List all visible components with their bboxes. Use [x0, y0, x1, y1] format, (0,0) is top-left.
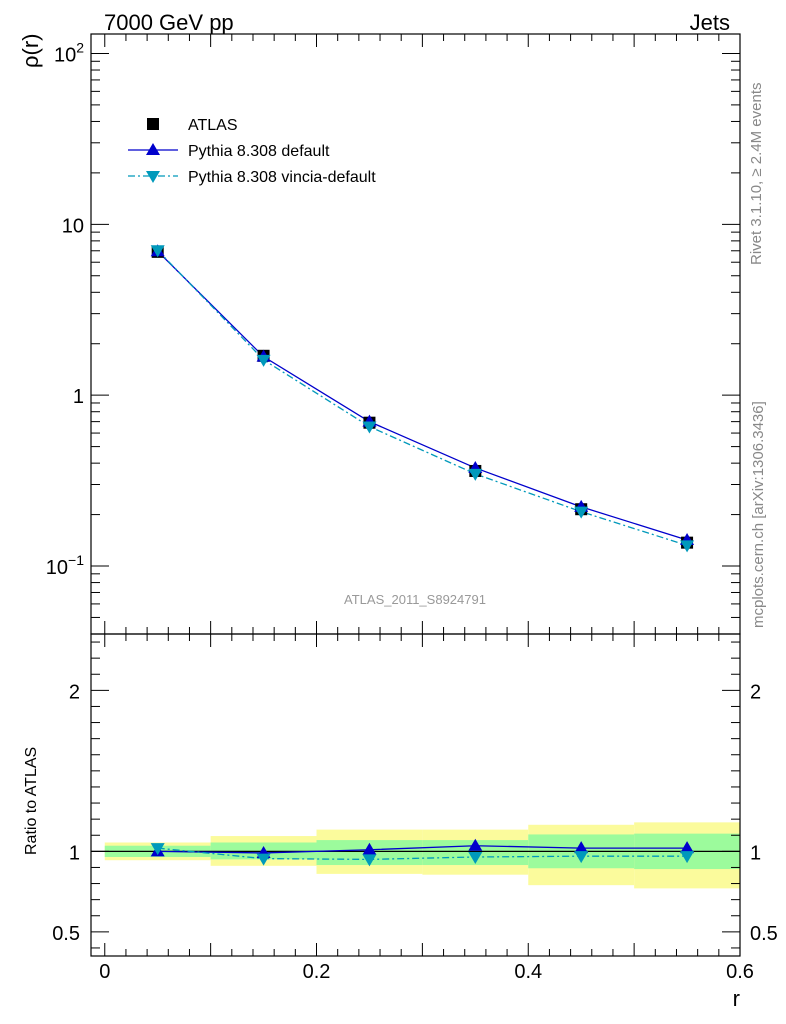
legend-marker	[147, 118, 159, 130]
rivet-version-label: Rivet 3.1.10, ≥ 2.4M events	[748, 83, 765, 266]
ratio-y-tick-label: 2	[69, 681, 80, 703]
x-tick-label: 0	[99, 961, 110, 983]
main-y-tick-label: 10	[62, 215, 84, 237]
analysis-watermark: ATLAS_2011_S8924791	[344, 592, 486, 607]
series-lines	[157, 249, 688, 861]
ratio-y-tick-label-right: 2	[750, 681, 761, 703]
ratio-data-point	[150, 843, 165, 856]
legend-label: Pythia 8.308 vincia-default	[188, 169, 376, 186]
main-y-tick-label: 1	[73, 386, 84, 408]
x-tick-label: 0.2	[303, 961, 331, 983]
axes-ticks	[91, 34, 741, 956]
ratio-series-line	[157, 845, 688, 854]
ratio-uncertainty-bands	[91, 822, 740, 889]
main-series-line	[157, 250, 688, 541]
x-axis-label: r	[733, 986, 740, 1011]
series-markers	[150, 244, 695, 867]
ratio-series-line	[157, 847, 688, 861]
ratio-data-point	[680, 841, 695, 854]
x-tick-label: 0.6	[726, 961, 754, 983]
ratio-data-point	[680, 851, 695, 864]
ratio-y-tick-label: 0.5	[52, 923, 80, 945]
main-y-tick-label: 10−1	[46, 552, 84, 579]
main-data-point	[362, 421, 377, 434]
main-data-point	[256, 354, 271, 367]
main-data-point	[574, 506, 589, 519]
ratio-data-point	[362, 842, 377, 855]
main-data-point	[150, 245, 165, 258]
legend: ATLAS Pythia 8.308 default Pythia 8.308 vi…	[128, 117, 376, 186]
ratio-y-tick-label: 1	[69, 842, 80, 864]
tick-labels: 10−1 1 10 102 0.5 0.5 1 1 2 2 0 0.2 0.4 0.6	[46, 39, 778, 983]
main-series-line	[157, 249, 688, 547]
main-y-axis-label: ρ(r)	[18, 34, 43, 69]
ratio-data-point	[468, 838, 483, 851]
header-process: 7000 GeV pp	[104, 10, 234, 35]
legend-marker	[146, 143, 160, 155]
ratio-y-axis-label: Ratio to ATLAS	[23, 747, 40, 855]
ratio-y-tick-label-right: 1	[750, 842, 761, 864]
legend-marker	[146, 171, 160, 183]
ratio-data-point	[468, 851, 483, 864]
ratio-data-point	[574, 841, 589, 854]
header-observable: Jets	[690, 10, 730, 35]
main-data-point	[468, 468, 483, 481]
ratio-y-tick-label-right: 0.5	[750, 923, 778, 945]
ratio-data-point	[362, 854, 377, 867]
legend-label: ATLAS	[188, 117, 238, 134]
main-y-tick-label: 102	[54, 39, 84, 66]
legend-label: Pythia 8.308 default	[188, 143, 330, 160]
main-data-point	[680, 540, 695, 553]
x-tick-label: 0.4	[514, 961, 542, 983]
mcplots-source-label: mcplots.cern.ch [arXiv:1306.3436]	[750, 401, 767, 628]
ratio-panel-frame	[90, 633, 741, 957]
ratio-data-point	[256, 853, 271, 866]
ratio-data-point	[574, 851, 589, 864]
